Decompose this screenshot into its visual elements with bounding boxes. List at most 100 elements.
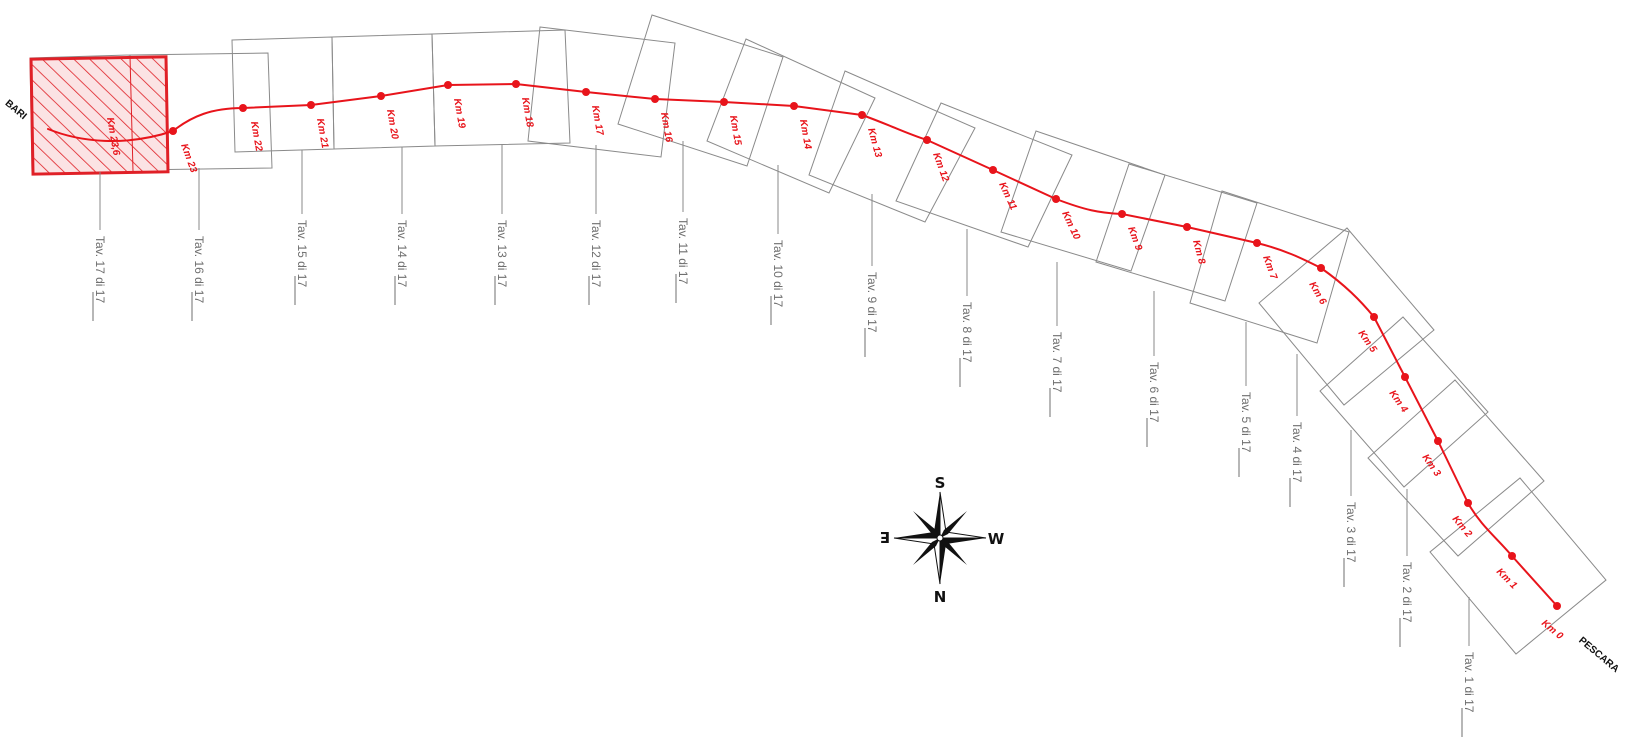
sheet-label-group[interactable]: Tav. 10 di 17	[770, 240, 785, 325]
km-marker-label: Km 9	[1125, 225, 1144, 252]
sheet-label[interactable]: Tav. 3 di 17	[1344, 502, 1358, 563]
km-marker-label: Km 10	[1059, 210, 1082, 242]
sheet-label-group[interactable]: Tav. 4 di 17	[1289, 422, 1304, 507]
sheet-frame-10[interactable]	[706, 38, 876, 194]
sheet-frame-14[interactable]	[331, 33, 436, 150]
km-marker-label: Km 17	[589, 105, 605, 137]
km-marker-dot	[1253, 239, 1261, 247]
sheet-label-group[interactable]: Tav. 9 di 17	[864, 272, 879, 357]
km-marker-dot	[307, 101, 315, 109]
sheet-frame-9[interactable]	[808, 70, 976, 223]
km-marker-dot	[1052, 195, 1060, 203]
km-marker-label: Km 12	[930, 151, 951, 183]
sheet-label[interactable]: Tav. 4 di 17	[1290, 422, 1304, 483]
compass-rose-icon: S N E W	[880, 474, 1005, 606]
sheet-frame-13[interactable]	[431, 29, 571, 147]
km-marker-label: Km 6	[1306, 280, 1328, 307]
sheet-label-group[interactable]: Tav. 2 di 17	[1399, 562, 1414, 647]
sheet-frame-7[interactable]	[1000, 130, 1166, 272]
sheet-frame-4[interactable]	[1258, 227, 1435, 406]
km-marker-label: Km 16	[658, 112, 674, 144]
compass-letter-right: W	[988, 530, 1005, 548]
sheet-label-group[interactable]: Tav. 15 di 17	[294, 220, 309, 305]
km-marker-label: Km 19	[451, 98, 467, 130]
km-marker-dot	[1401, 373, 1409, 381]
km-marker-dot	[169, 127, 177, 135]
sheet-frame-11[interactable]	[617, 14, 784, 167]
km-marker-dot	[1317, 264, 1325, 272]
sheet-frame-6[interactable]	[1095, 163, 1258, 302]
km-marker-dot	[1434, 437, 1442, 445]
km-marker-dot	[1553, 602, 1561, 610]
km-marker-label: Km 1	[1494, 566, 1519, 591]
compass-letter-left: E	[880, 528, 890, 546]
km-marker-dot	[1370, 313, 1378, 321]
sheet-label[interactable]: Tav. 9 di 17	[865, 272, 879, 333]
km-marker-label: Km 8	[1190, 239, 1207, 266]
sheet-label-group[interactable]: Tav. 16 di 17	[191, 236, 206, 321]
endpoint-label-east: PESCARA	[1576, 635, 1621, 675]
sheet-label-group[interactable]: Tav. 17 di 17	[92, 236, 107, 321]
km-marker-dot	[1464, 499, 1472, 507]
km-marker-label: Km 21	[314, 118, 330, 150]
sheet-label-group[interactable]: Tav. 14 di 17	[394, 220, 409, 305]
sheet-frame-8[interactable]	[895, 102, 1073, 248]
km-marker-dot	[1508, 552, 1516, 560]
sheet-label[interactable]: Tav. 11 di 17	[676, 218, 690, 285]
sheet-label-group[interactable]: Tav. 3 di 17	[1343, 502, 1358, 587]
sheet-label[interactable]: Tav. 5 di 17	[1239, 392, 1253, 453]
sheet-label[interactable]: Tav. 7 di 17	[1050, 332, 1064, 393]
compass-letter-bottom: N	[934, 588, 947, 606]
km-marker-label: Km 11	[996, 181, 1019, 213]
sheet-frames	[29, 14, 1607, 655]
sheet-label-group[interactable]: Tav. 11 di 17	[675, 218, 690, 303]
sheet-label-group[interactable]: Tav. 6 di 17	[1146, 362, 1161, 447]
sheet-label[interactable]: Tav. 17 di 17	[93, 236, 107, 303]
sheet-label-group[interactable]: Tav. 13 di 17	[494, 220, 509, 305]
sheet-frame-2[interactable]	[1367, 379, 1545, 557]
km-marker-dot	[1183, 223, 1191, 231]
sheet-label[interactable]: Tav. 16 di 17	[192, 236, 206, 303]
km-marker-dot	[923, 136, 931, 144]
compass-letter-top: S	[935, 474, 946, 492]
sheet-frame-3[interactable]	[1319, 316, 1489, 488]
km-marker-label: Km 15	[727, 115, 743, 147]
sheet-frame-1[interactable]	[1429, 477, 1607, 655]
sheet-label[interactable]: Tav. 2 di 17	[1400, 562, 1414, 623]
sheet-labels: Tav. 17 di 17 Tav. 16 di 17 Tav. 15 di 17 T…	[92, 218, 1476, 737]
sheet-label[interactable]: Tav. 8 di 17	[960, 302, 974, 363]
sheet-label[interactable]: Tav. 10 di 17	[771, 240, 785, 307]
sheet-label-group[interactable]: Tav. 8 di 17	[959, 302, 974, 387]
km-marker-label: Km 2	[1450, 514, 1474, 540]
km-marker-dot	[720, 98, 728, 106]
sheet-label[interactable]: Tav. 14 di 17	[395, 220, 409, 287]
km-marker-label: Km 4	[1387, 388, 1410, 415]
km-marker-dot	[989, 166, 997, 174]
route-line	[47, 83, 1558, 607]
km-marker-dot	[239, 104, 247, 112]
highlighted-sheet-divider	[129, 55, 134, 172]
sheet-leader-lines	[99, 141, 1470, 646]
sheet-label-group[interactable]: Tav. 5 di 17	[1238, 392, 1253, 477]
sheet-frame-12[interactable]	[527, 26, 676, 158]
sheet-label-group[interactable]: Tav. 7 di 17	[1049, 332, 1064, 417]
highlighted-sheet-17[interactable]	[29, 55, 170, 176]
km-marker-dot	[858, 111, 866, 119]
sheet-label[interactable]: Tav. 15 di 17	[295, 220, 309, 287]
km-marker-dot	[651, 95, 659, 103]
km-marker-label: Km 22	[248, 121, 264, 153]
sheet-label[interactable]: Tav. 1 di 17	[1462, 652, 1476, 713]
km-marker-label: Km 18	[519, 97, 535, 129]
km-marker-label: Km 3	[1420, 452, 1443, 479]
sheet-label[interactable]: Tav. 12 di 17	[589, 220, 603, 287]
km-marker-dot	[1118, 210, 1126, 218]
sheet-label[interactable]: Tav. 13 di 17	[495, 220, 509, 287]
sheet-frame-5[interactable]	[1189, 190, 1350, 344]
sheet-label-group[interactable]: Tav. 12 di 17	[588, 220, 603, 305]
sheet-label-group[interactable]: Tav. 1 di 17	[1461, 652, 1476, 737]
km-marker-label: Km 0	[1539, 618, 1565, 642]
km-marker-dot	[582, 88, 590, 96]
km-marker-dot	[790, 102, 798, 110]
sheet-label[interactable]: Tav. 6 di 17	[1147, 362, 1161, 423]
endpoint-label-west: BARI	[3, 98, 29, 122]
